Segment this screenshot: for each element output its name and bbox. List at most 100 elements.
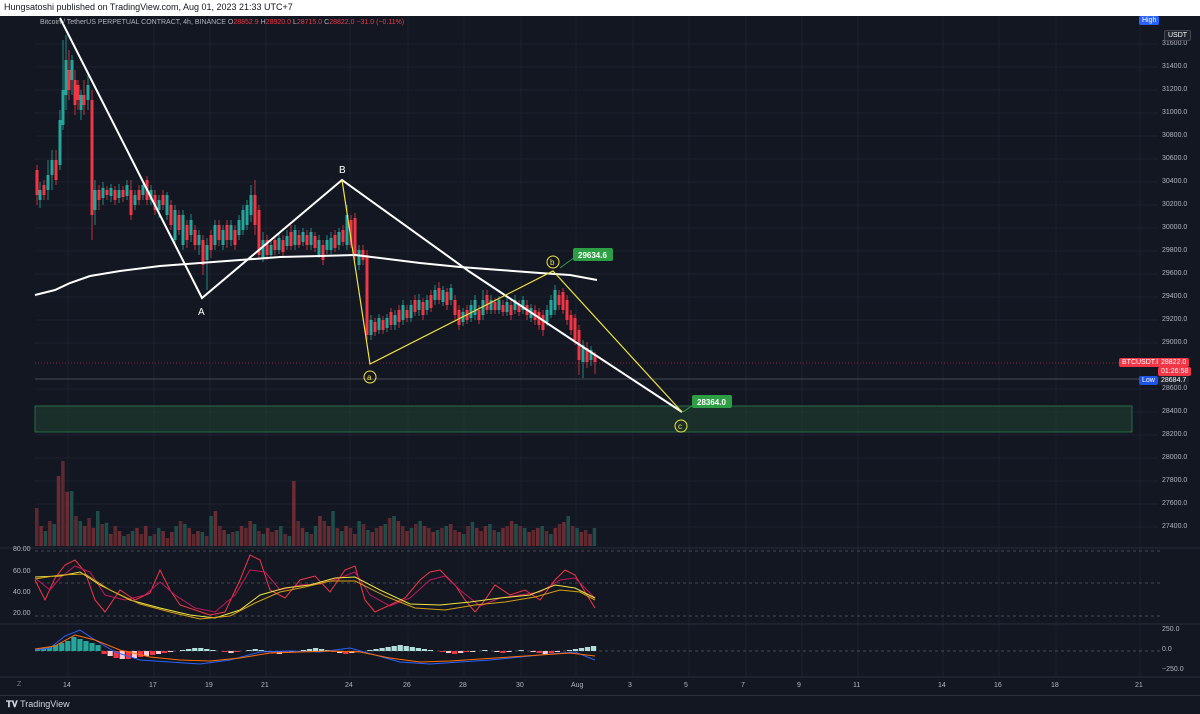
macd-label-250: 250.0 (1162, 626, 1180, 633)
macd-histogram-bar (367, 650, 373, 651)
candle-body (557, 295, 561, 305)
volume-bar (557, 524, 562, 546)
volume-bar (87, 518, 91, 546)
candle-body (113, 190, 117, 200)
ohlc-o: 28852.9 (233, 19, 259, 26)
price-tick-label: 30400.0 (1162, 178, 1188, 185)
volume-bar (531, 530, 536, 546)
volume-bar (392, 516, 396, 546)
volume-bar (95, 511, 100, 546)
time-tick-label: 21 (261, 682, 269, 689)
candle-body (189, 220, 193, 235)
candle-body (573, 318, 577, 340)
volume-bar (444, 526, 449, 546)
volume-bar (261, 534, 266, 546)
volume-bar (226, 534, 231, 546)
volume-bar (514, 524, 518, 546)
volume-bar (592, 528, 597, 546)
price-tick-label: 29800.0 (1162, 247, 1188, 254)
grid (35, 16, 1158, 677)
time-tick-label: 30 (516, 682, 524, 689)
volume-bar (283, 534, 287, 546)
volume-bar (183, 524, 187, 546)
time-tick-label: 28 (459, 682, 467, 689)
candle-body (241, 210, 245, 230)
volume-bar (383, 524, 388, 546)
candle-body (141, 185, 145, 195)
volume-bar (100, 524, 104, 546)
macd-histogram-bar (252, 649, 258, 651)
volume-bar (544, 531, 549, 546)
price-tick-label: 27600.0 (1162, 500, 1188, 507)
candle-body (453, 300, 457, 315)
volume-bar (405, 531, 409, 546)
candle-body (61, 90, 65, 125)
time-axis[interactable]: 14 17 19 21 24 26 28 30 Aug 3 5 7 9 11 14 16 18 21 (0, 680, 1160, 692)
volume-bar (278, 526, 283, 546)
candle-body (317, 240, 321, 255)
high-tag: High (1139, 16, 1160, 25)
candle-body (585, 348, 589, 362)
volume-bar (156, 528, 161, 546)
macd-histogram-bar (71, 637, 77, 651)
candle-body (79, 95, 83, 110)
candle-body (209, 235, 213, 250)
macd-histogram-bar (312, 648, 319, 651)
volume-bars (35, 461, 597, 546)
volume-bar (496, 532, 501, 546)
macd-histogram-bar (53, 645, 59, 651)
macd-histogram-bar (119, 651, 125, 659)
macd-histogram-bar (180, 650, 186, 651)
candle-body (469, 305, 473, 318)
volume-bar (318, 516, 322, 546)
volume-bar (488, 524, 492, 546)
currency-button[interactable]: USDT (1164, 30, 1192, 41)
volume-bar (549, 534, 553, 546)
support-zone (34, 405, 1133, 433)
volume-bar (357, 521, 361, 546)
publisher-bar: Hungsatoshi published on TradingView.com… (0, 0, 1200, 16)
time-tick-label: 21 (1135, 682, 1143, 689)
volume-bar (409, 528, 414, 546)
callout-price-b: 29634.6 (578, 251, 607, 260)
candle-body (493, 302, 497, 310)
volume-bar (309, 534, 314, 546)
wave-circle-b (546, 255, 560, 269)
candle-body (109, 188, 113, 196)
macd-label-0: 0.0 (1162, 646, 1172, 653)
volume-bar (588, 534, 592, 546)
time-tick-label: 24 (345, 682, 353, 689)
volume-bar (518, 526, 523, 546)
candle-body (341, 230, 345, 242)
volume-bar (400, 526, 405, 546)
volume-bar (200, 532, 205, 546)
volume-bar (527, 532, 531, 546)
volume-bar (470, 522, 475, 546)
volume-bar (440, 528, 444, 546)
macd-histogram-bar (186, 649, 192, 651)
zoom-reset-button[interactable]: Z (17, 681, 22, 688)
tradingview-logo-text: TradingView (20, 699, 70, 709)
candle-body (449, 288, 453, 300)
volume-bar (540, 526, 544, 546)
candle-body (58, 120, 62, 165)
macd-histogram-bar (337, 651, 343, 653)
volume-bar (427, 528, 431, 546)
symbol-header[interactable]: Bitcoin / TetherUS PERPETUAL CONTRACT, 4… (40, 19, 404, 26)
candle-body (389, 312, 393, 325)
candle-body (173, 210, 177, 240)
macd-histogram-bar (210, 650, 216, 651)
tradingview-logo[interactable]: 𝐓𝐕 TradingView (6, 699, 70, 710)
candle-body (373, 322, 377, 332)
volume-bar (117, 531, 122, 546)
moving-average-line (34, 253, 598, 296)
candle-body (329, 238, 333, 250)
chart-area[interactable] (0, 16, 1200, 695)
macd-histogram-bar (530, 651, 536, 652)
volume-bar (82, 526, 87, 546)
candle-body (501, 305, 505, 312)
countdown-tag: 01:26:58 (1158, 367, 1192, 376)
candle-body (517, 305, 521, 312)
price-axis[interactable]: 31600.0 31400.0 31200.0 31000.0 30800.0 30600… (1158, 16, 1200, 676)
